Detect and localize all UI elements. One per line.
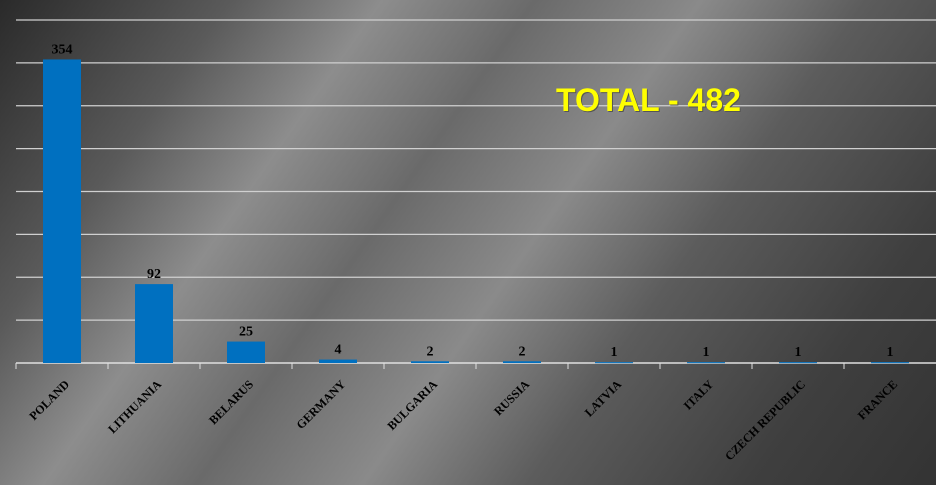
category-label: FRANCE (855, 377, 900, 422)
data-label: 92 (147, 267, 161, 282)
category-label: GERMANY (293, 377, 348, 432)
category-label: BELARUS (206, 377, 256, 427)
data-label: 4 (335, 343, 342, 358)
data-label: 25 (239, 325, 253, 340)
data-label: 1 (887, 345, 894, 360)
bar-bulgaria (411, 361, 449, 363)
category-label: POLAND (26, 377, 72, 423)
data-label: 2 (519, 344, 526, 359)
category-label: CZECH REPUBLIC (722, 377, 808, 463)
data-label: 1 (611, 345, 618, 360)
data-label: 354 (52, 42, 73, 57)
bar-latvia (595, 362, 633, 364)
bar-poland (43, 59, 81, 363)
category-label: LITHUANIA (105, 377, 164, 436)
bar-russia (503, 361, 541, 363)
bar-france (871, 362, 909, 364)
category-label: RUSSIA (491, 377, 532, 418)
data-label: 2 (427, 344, 434, 359)
bar-belarus (227, 341, 265, 363)
bar-czech-republic (779, 362, 817, 364)
data-label: 1 (795, 345, 802, 360)
total-annotation: TOTAL - 482 (556, 82, 741, 118)
category-label: ITALY (681, 377, 717, 413)
category-label: LATVIA (582, 377, 625, 420)
category-label: BULGARIA (384, 377, 440, 433)
bar-italy (687, 362, 725, 364)
data-label: 1 (703, 345, 710, 360)
bar-lithuania (135, 284, 173, 363)
bar-germany (319, 359, 357, 363)
